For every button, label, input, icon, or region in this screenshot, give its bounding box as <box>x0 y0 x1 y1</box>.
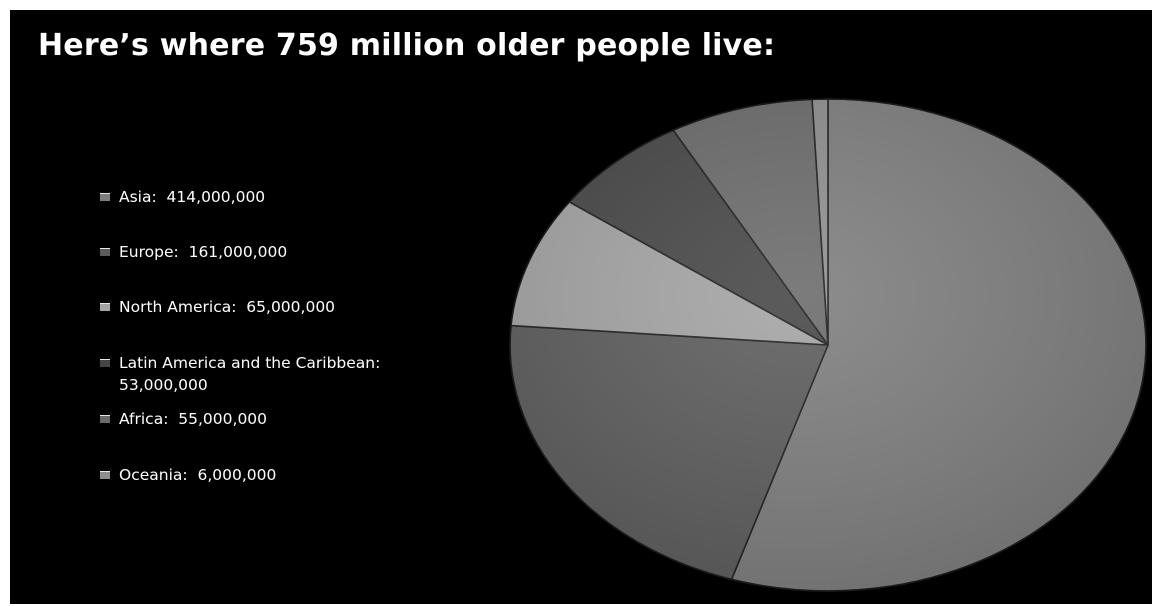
legend-marker-africa <box>100 415 110 423</box>
legend-item-north-america: North America: 65,000,000 <box>100 296 335 318</box>
legend-marker-europe <box>100 248 110 256</box>
legend-label-asia: Asia: 414,000,000 <box>119 188 266 206</box>
legend-item-latin-america: Latin America and the Caribbean: 53,000,… <box>100 352 380 396</box>
legend-item-europe: Europe: 161,000,000 <box>100 241 287 263</box>
legend-item-oceania: Oceania: 6,000,000 <box>100 464 276 486</box>
legend-label-north-america: North America: 65,000,000 <box>119 298 336 316</box>
legend-label-africa: Africa: 55,000,000 <box>119 410 268 428</box>
legend-marker-asia <box>100 193 110 201</box>
legend-label-oceania: Oceania: 6,000,000 <box>119 466 277 484</box>
pie-chart <box>509 98 1147 592</box>
pie-outline <box>509 98 1147 592</box>
legend-label-europe: Europe: 161,000,000 <box>119 243 288 261</box>
legend-marker-oceania <box>100 471 110 479</box>
chart-title: Here’s where 759 million older people li… <box>38 28 776 63</box>
legend-marker-north-america <box>100 303 110 311</box>
slide: Here’s where 759 million older people li… <box>10 10 1152 604</box>
legend-item-africa: Africa: 55,000,000 <box>100 408 267 430</box>
legend-label-latin-america: Latin America and the Caribbean: 53,000,… <box>119 354 381 394</box>
legend-marker-latin-america <box>100 359 110 367</box>
legend-item-asia: Asia: 414,000,000 <box>100 186 265 208</box>
